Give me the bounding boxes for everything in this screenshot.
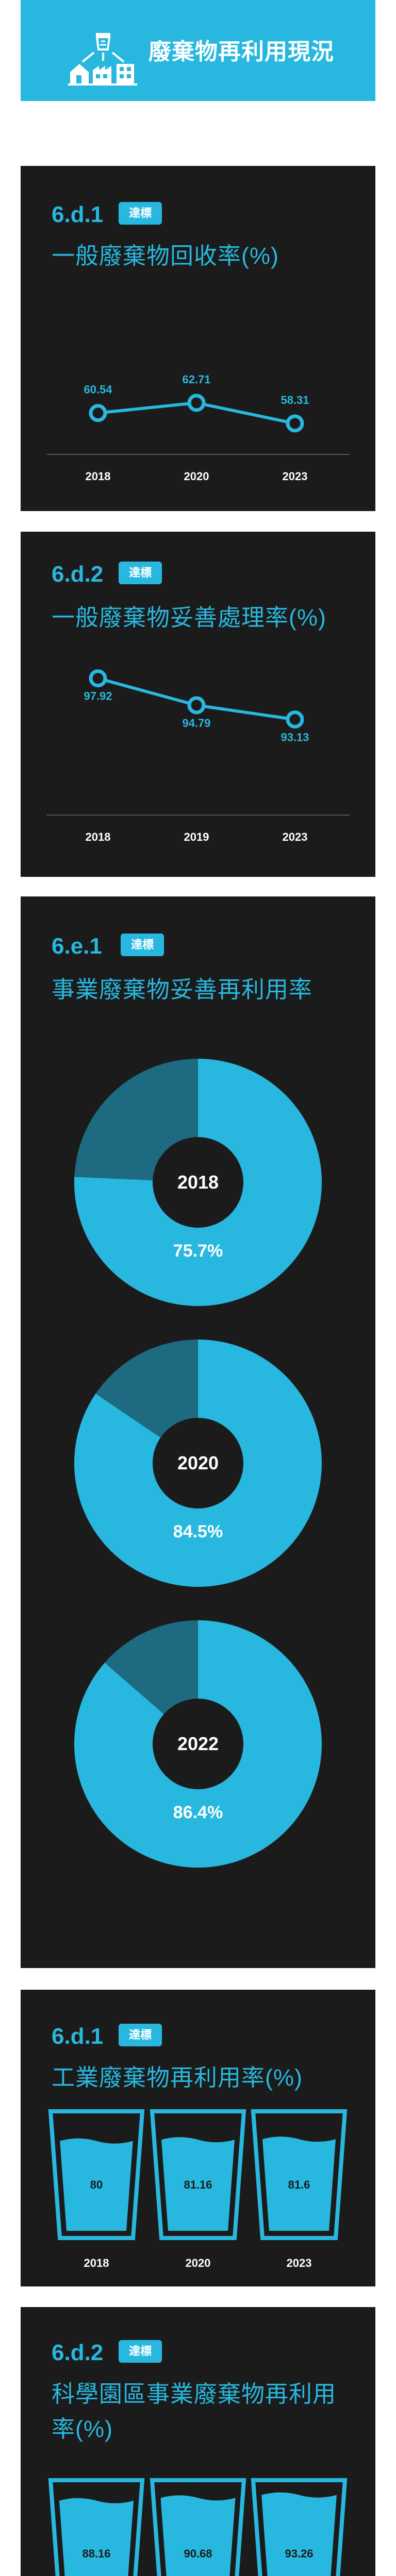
data-point (286, 414, 304, 433)
cup-2023: 93.262023 (251, 2478, 348, 2576)
data-label: 80 (90, 2178, 103, 2191)
donut-value-label: 75.7% (173, 1241, 223, 1261)
cup-2018: 88.162018 (48, 2478, 145, 2576)
panel-general-waste-recycling: 6.d.1 達標 一般廢棄物回收率(%) 60.54 2018 62.71 2020 5… (21, 166, 375, 511)
recycling-buildings-icon (68, 33, 137, 86)
data-point (89, 669, 107, 688)
indicator-code: 6.d.2 (52, 562, 104, 587)
data-point (187, 394, 206, 412)
water-fill (160, 2495, 236, 2576)
donut-value-label: 84.5% (173, 1522, 223, 1541)
panel-business-waste-reuse: 6.e.1 達標 事業廢棄物妥善再利用率 2018 75.7% 2020 84.5% 2… (21, 896, 375, 1968)
status-badge: 達標 (119, 2340, 162, 2363)
donut-hole (153, 1699, 243, 1789)
cup-outline (251, 2109, 348, 2240)
section-title: 事業廢棄物妥善再利用率 (52, 976, 313, 1003)
line-chart-recycling: 60.54 2018 62.71 2020 58.31 2023 (46, 373, 350, 483)
donut-2022: 2022 86.4% (74, 1620, 322, 1868)
donut-value-label: 86.4% (173, 1803, 223, 1822)
data-label: 93.13 (280, 731, 309, 744)
cup-outline (48, 2478, 145, 2576)
donut-2018: 2018 75.7% (74, 1059, 322, 1306)
cup-outline (150, 2478, 246, 2576)
cup-2020: 81.16 2020 (150, 2109, 246, 2269)
panel-science-park-reuse: 6.d.2 達標 科學園區事業廢棄物再利用 率(%) 88.16201890.6… (21, 2307, 375, 2576)
status-badge: 達標 (119, 202, 162, 225)
cup-chart-science-park: 88.16201890.68202093.262023 (48, 2478, 348, 2576)
section-title: 工業廢棄物再利用率(%) (52, 2064, 303, 2091)
water-fill (161, 2137, 235, 2231)
indicator-code: 6.d.2 (52, 2340, 104, 2365)
donut-2020: 2020 84.5% (74, 1340, 322, 1587)
data-label: 93.26 (285, 2547, 313, 2560)
section-title-line1: 科學園區事業廢棄物再利用 (52, 2381, 337, 2407)
cup-chart-industrial: 80 2018 81.16 2020 81.6 2023 (48, 2109, 348, 2269)
cup-2018: 80 2018 (48, 2109, 145, 2269)
cup-outline (150, 2109, 246, 2240)
indicator-code: 6.e.1 (52, 934, 102, 959)
data-label: 88.16 (82, 2547, 110, 2560)
page-header: 廢棄物再利用現況 (21, 0, 375, 101)
data-label: 81.6 (288, 2178, 310, 2191)
water-fill (262, 2137, 336, 2231)
x-tick-label: 2020 (184, 470, 209, 483)
data-label: 60.54 (84, 383, 112, 396)
status-badge: 達標 (121, 934, 164, 956)
water-fill (60, 2138, 133, 2231)
water-fill (261, 2492, 337, 2576)
donut-hole (153, 1418, 243, 1509)
cup-outline (48, 2109, 145, 2240)
cup-2023: 81.6 2023 (251, 2109, 348, 2269)
x-tick-label: 2018 (84, 2257, 109, 2269)
x-tick-label: 2023 (283, 831, 308, 843)
section-title-line2: 率(%) (52, 2416, 113, 2442)
x-tick-label: 2023 (283, 470, 308, 483)
page-title: 廢棄物再利用現況 (148, 39, 334, 64)
x-tick-label: 2018 (86, 831, 111, 843)
donut-hole (153, 1137, 243, 1228)
section-title: 一般廢棄物妥善處理率(%) (52, 604, 326, 631)
donut-charts-reuse: 2018 75.7% 2020 84.5% 2022 86.4% (74, 1059, 322, 1868)
data-label: 90.68 (184, 2547, 212, 2560)
panel-general-waste-treatment: 6.d.2 達標 一般廢棄物妥善處理率(%) 97.92 2018 94.79 201… (21, 532, 375, 877)
data-label: 81.16 (184, 2178, 212, 2191)
x-tick-label: 2019 (184, 831, 209, 843)
data-label: 58.31 (280, 394, 309, 406)
data-point (187, 696, 206, 715)
cup-2020: 90.682020 (150, 2478, 246, 2576)
x-tick-label: 2018 (86, 470, 111, 483)
status-badge: 達標 (119, 562, 162, 584)
status-badge: 達標 (119, 2024, 162, 2046)
donut-year-label: 2020 (177, 1452, 219, 1473)
cup-outline (251, 2478, 348, 2576)
data-label: 94.79 (182, 717, 210, 730)
data-point (89, 404, 107, 422)
data-label: 62.71 (182, 373, 210, 386)
indicator-code: 6.d.1 (52, 202, 104, 227)
panel-industrial-waste-reuse: 6.d.1 達標 工業廢棄物再利用率(%) 80 2018 81.16 2020 81.… (21, 1990, 375, 2286)
line-chart-treatment: 97.92 2018 94.79 2019 93.13 2023 (46, 669, 350, 843)
donut-year-label: 2018 (177, 1172, 219, 1193)
water-fill (59, 2498, 134, 2576)
x-tick-label: 2023 (287, 2257, 312, 2269)
section-title: 一般廢棄物回收率(%) (52, 243, 279, 269)
x-tick-label: 2020 (186, 2257, 211, 2269)
data-label: 97.92 (84, 690, 112, 703)
data-point (286, 710, 304, 728)
donut-year-label: 2022 (177, 1733, 219, 1754)
indicator-code: 6.d.1 (52, 2024, 104, 2049)
